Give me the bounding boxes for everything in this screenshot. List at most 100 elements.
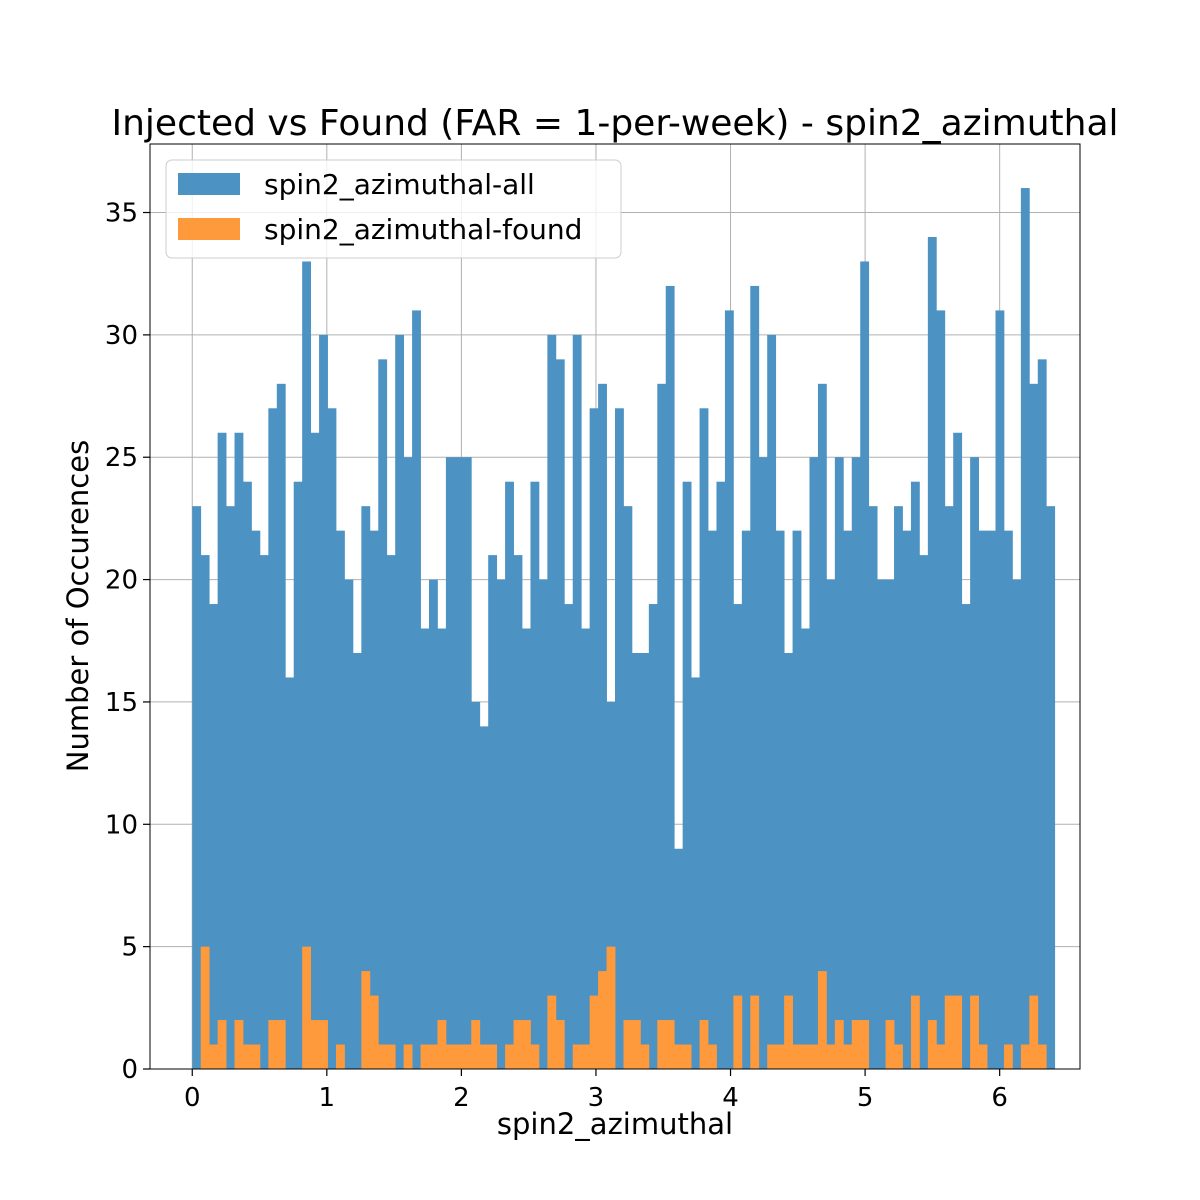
bar-found [953, 995, 963, 1069]
x-tick-label: 1 [319, 1083, 336, 1113]
bar-found [386, 1044, 396, 1069]
bar-all [648, 604, 658, 1069]
y-tick-label: 20 [105, 566, 138, 596]
bar-found [801, 1044, 810, 1069]
bar-all [1046, 506, 1056, 1069]
bar-found [598, 971, 607, 1069]
bar-all [640, 652, 650, 1069]
bar-found [268, 1020, 278, 1069]
bar-all [226, 506, 235, 1069]
bar-all [200, 555, 210, 1069]
bar-all [522, 628, 531, 1069]
bar-all [716, 481, 726, 1069]
bar-found [445, 1044, 455, 1069]
bar-all [217, 432, 227, 1070]
bar-found [369, 995, 379, 1069]
y-tick-label: 5 [121, 933, 138, 963]
bar-found [910, 995, 920, 1069]
bar-found [809, 1044, 819, 1069]
series-all-bars [192, 188, 1056, 1070]
bar-all [733, 604, 743, 1069]
bar-found [522, 1020, 531, 1069]
bar-all [741, 530, 751, 1069]
bar-found [488, 1044, 498, 1069]
bar-found [530, 1044, 540, 1069]
bar-found [775, 1044, 785, 1069]
bar-all [708, 530, 717, 1069]
bar-all [834, 457, 844, 1069]
bar-found [505, 1044, 514, 1069]
bar-found [403, 1044, 413, 1069]
bar-all [851, 457, 861, 1069]
bar-all [1003, 530, 1013, 1069]
bar-all [995, 310, 1005, 1070]
bar-all [944, 506, 954, 1069]
bar-all [758, 457, 768, 1069]
bar-all [784, 652, 793, 1069]
bar-found [209, 1044, 219, 1069]
bar-all [319, 334, 328, 1069]
bar-all [589, 408, 599, 1069]
bar-found [674, 1044, 684, 1069]
bar-all [657, 383, 667, 1069]
y-axis-label: Number of Occurences [61, 440, 95, 772]
bar-all [285, 677, 295, 1069]
bar-found [335, 1044, 345, 1069]
legend: spin2_azimuthal-all spin2_azimuthal-foun… [165, 159, 622, 259]
bar-all [428, 579, 438, 1069]
bar-found [1020, 1044, 1030, 1069]
bar-all [699, 408, 709, 1069]
bar-all [674, 848, 684, 1069]
bar-all [877, 579, 886, 1069]
bar-all [792, 530, 802, 1069]
bar-found [200, 946, 210, 1069]
bar-all [682, 481, 692, 1069]
bar-found [378, 1044, 388, 1069]
bar-all [454, 457, 464, 1069]
bar-all [437, 628, 447, 1069]
bar-all [555, 359, 565, 1070]
bar-all [564, 604, 574, 1069]
bar-all [471, 701, 481, 1069]
bar-found [302, 946, 312, 1069]
bar-found [462, 1044, 472, 1069]
bar-found [851, 1020, 861, 1069]
bar-found [894, 1044, 903, 1069]
bar-found [217, 1020, 227, 1069]
bar-found [834, 1020, 844, 1069]
bar-found [885, 1020, 895, 1069]
bar-all [395, 334, 405, 1069]
x-axis-label: spin2_azimuthal [497, 1107, 733, 1141]
bar-found [437, 1020, 447, 1069]
bar-all [268, 408, 278, 1069]
bar-all [352, 652, 362, 1069]
bar-found [970, 995, 979, 1069]
x-tick-label: 2 [453, 1083, 470, 1113]
bar-all [572, 334, 582, 1069]
bar-found [843, 1044, 853, 1069]
bar-all [513, 555, 523, 1069]
legend-swatch-all [178, 173, 240, 195]
x-tick-label: 5 [857, 1083, 874, 1113]
bar-found [792, 1044, 802, 1069]
bar-all [302, 261, 312, 1069]
bar-all [894, 506, 903, 1069]
bar-found [860, 1020, 870, 1069]
bar-found [547, 995, 557, 1069]
bar-all [276, 383, 286, 1069]
bar-found [699, 1020, 709, 1069]
bar-found [471, 1020, 481, 1069]
bar-all [412, 310, 421, 1070]
bar-found [1029, 995, 1039, 1069]
bar-found [589, 995, 599, 1069]
bar-found [310, 1020, 320, 1069]
bar-all [251, 530, 261, 1069]
bar-all [242, 481, 252, 1069]
bar-all [310, 432, 320, 1070]
bar-all [724, 310, 734, 1070]
bar-all [860, 261, 870, 1069]
bar-all [1037, 359, 1047, 1070]
legend-label-all: spin2_azimuthal-all [264, 168, 535, 201]
bar-all [919, 555, 929, 1069]
